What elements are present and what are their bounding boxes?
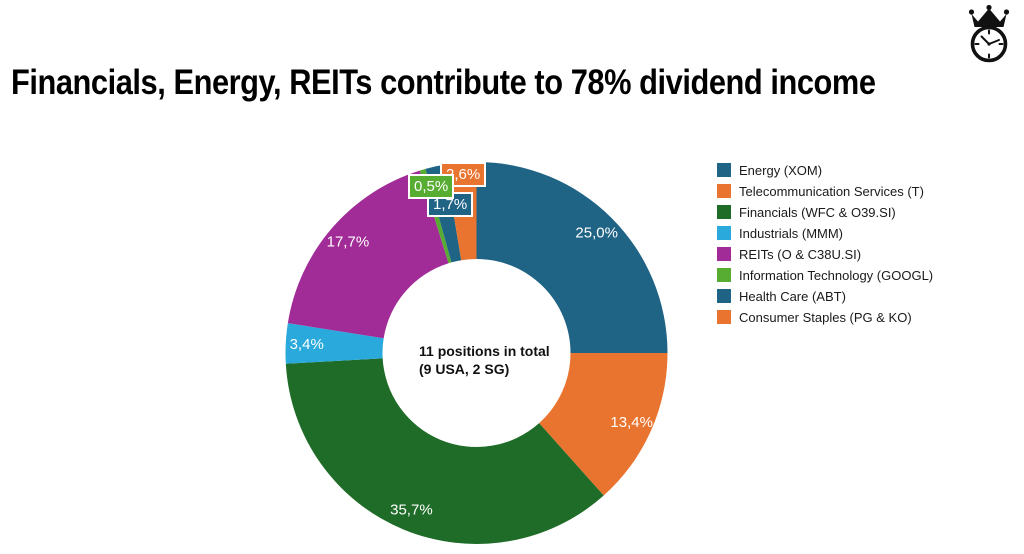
legend-item-energy: Energy (XOM)	[717, 162, 933, 178]
legend-item-healthcare: Health Care (ABT)	[717, 288, 933, 304]
legend-label-healthcare: Health Care (ABT)	[739, 288, 846, 304]
legend-swatch-industrials	[717, 226, 731, 240]
legend-swatch-consumer-staples	[717, 310, 731, 324]
legend-swatch-infotech	[717, 268, 731, 282]
center-label-line1: 11 positions in total	[419, 343, 550, 359]
legend-label-energy: Energy (XOM)	[739, 162, 823, 178]
chart-legend: Energy (XOM) Telecommunication Services (…	[717, 162, 934, 325]
legend-swatch-healthcare	[717, 289, 731, 303]
legend-label-reits: REITs (O & C38U.SI)	[739, 246, 862, 262]
slice-value-label-energy: 25,0%	[575, 224, 618, 241]
legend-item-reits: REITs (O & C38U.SI)	[717, 246, 933, 262]
callout-value-label-consumer-staples: 2,6%	[440, 162, 487, 187]
crown-stopwatch-logo	[958, 3, 1020, 65]
legend-swatch-energy	[717, 163, 731, 177]
pie-slice-financials	[285, 358, 604, 544]
legend-label-infotech: Information Technology (GOOGL)	[739, 267, 934, 283]
legend-item-financials: Financials (WFC & O39.SI)	[717, 204, 933, 220]
legend-label-consumer-staples: Consumer Staples (PG & KO)	[739, 309, 912, 325]
legend-item-telecom: Telecommunication Services (T)	[717, 183, 933, 199]
slice-value-label-financials: 35,7%	[390, 502, 433, 519]
page-title: Financials, Energy, REITs contribute to …	[11, 63, 876, 102]
pie-slice-industrials	[285, 323, 384, 364]
pie-slice-telecom	[539, 353, 668, 496]
callout-value-label-infotech: 0,5%	[408, 174, 455, 199]
legend-swatch-telecom	[717, 184, 731, 198]
chart-center-label: 11 positions in total (9 USA, 2 SG)	[419, 342, 550, 378]
pie-slice-energy	[476, 162, 668, 353]
legend-label-financials: Financials (WFC & O39.SI)	[739, 204, 896, 220]
legend-item-industrials: Industrials (MMM)	[717, 225, 933, 241]
slice-value-label-telecom: 13,4%	[610, 414, 653, 431]
pie-slice-reits	[287, 170, 449, 339]
center-label-line2: (9 USA, 2 SG)	[419, 361, 510, 377]
legend-label-industrials: Industrials (MMM)	[739, 225, 844, 241]
legend-swatch-reits	[717, 247, 731, 261]
slice-value-label-industrials: 3,4%	[290, 336, 324, 353]
legend-label-telecom: Telecommunication Services (T)	[739, 183, 924, 199]
legend-item-infotech: Information Technology (GOOGL)	[717, 267, 934, 283]
slice-value-label-reits: 17,7%	[327, 233, 370, 250]
legend-item-consumer-staples: Consumer Staples (PG & KO)	[717, 309, 933, 325]
legend-swatch-financials	[717, 205, 731, 219]
crown-stopwatch-icon	[968, 4, 1010, 63]
